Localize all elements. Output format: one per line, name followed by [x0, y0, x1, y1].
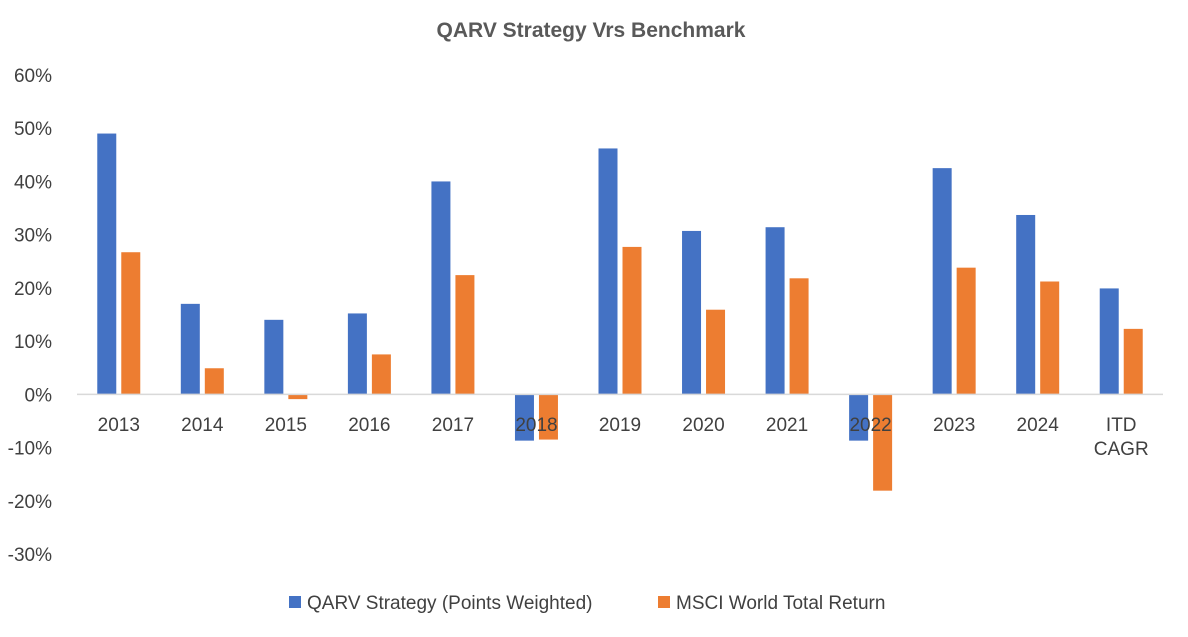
legend-label-qarv: QARV Strategy (Points Weighted)	[307, 593, 592, 614]
legend-swatch-qarv	[289, 596, 301, 608]
bar-msci-2013	[121, 252, 141, 395]
bar-qarv-2015	[264, 319, 284, 395]
legend-swatch-msci	[658, 596, 670, 608]
x-tick-label: 2021	[766, 415, 808, 436]
bar-msci-itd-cagr	[1123, 328, 1143, 395]
y-tick-label: 10%	[14, 332, 52, 353]
bar-qarv-2014	[180, 303, 200, 395]
bar-msci-2015	[288, 394, 308, 400]
x-tick-label: 2015	[265, 415, 307, 436]
x-tick-label: 2023	[933, 415, 975, 436]
bar-msci-2019	[622, 246, 642, 395]
bar-msci-2022	[873, 394, 893, 491]
bar-qarv-2017	[431, 181, 451, 395]
x-tick-label: 2022	[849, 415, 891, 436]
x-tick-label: 2024	[1017, 415, 1060, 436]
x-tick-label: 2019	[599, 415, 641, 436]
y-tick-label: 40%	[14, 172, 52, 193]
y-tick-label: 0%	[25, 385, 53, 406]
x-tick-label: 2013	[98, 415, 140, 436]
bar-msci-2020	[706, 309, 726, 395]
bar-msci-2016	[371, 354, 391, 395]
y-axis: 60% 50% 40% 30% 20% 10% 0% -10% -20% -30%	[8, 66, 52, 566]
x-tick-label: 2020	[682, 415, 724, 436]
bar-qarv-2019	[598, 148, 618, 395]
x-tick-label: 2018	[515, 415, 557, 436]
bar-qarv-2021	[765, 227, 785, 395]
y-tick-label: -20%	[8, 492, 52, 513]
bar-msci-2021	[789, 278, 809, 395]
x-tick-label: CAGR	[1094, 439, 1149, 460]
bar-msci-2014	[204, 368, 224, 395]
x-tick-label: 2017	[432, 415, 474, 436]
bar-qarv-2023	[932, 168, 952, 395]
bar-qarv-2024	[1016, 214, 1036, 395]
bar-qarv-2016	[347, 313, 367, 395]
x-tick-label: 2016	[348, 415, 390, 436]
x-tick-label: 2014	[181, 415, 224, 436]
legend-label-msci: MSCI World Total Return	[676, 593, 885, 614]
bar-qarv-2022	[849, 394, 869, 441]
bar-qarv-2013	[97, 133, 117, 395]
y-tick-label: 30%	[14, 226, 52, 247]
y-tick-label: 50%	[14, 119, 52, 140]
chart-title: QARV Strategy Vrs Benchmark	[437, 19, 746, 42]
y-tick-label: -30%	[8, 545, 52, 566]
x-tick-label: ITD	[1106, 415, 1137, 436]
bar-msci-2023	[956, 267, 976, 395]
x-axis: 2013 2014 2015 2016 2017 2018 2019 2020 2021 2022…	[98, 415, 1149, 460]
bar-qarv-2018	[514, 394, 534, 441]
y-tick-label: -10%	[8, 439, 52, 460]
bar-msci-2017	[455, 275, 475, 395]
bars-group	[97, 133, 1143, 491]
y-tick-label: 60%	[14, 66, 52, 87]
bar-msci-2024	[1040, 281, 1060, 395]
bar-qarv-2020	[682, 230, 702, 395]
legend: QARV Strategy (Points Weighted) MSCI Worl…	[289, 593, 885, 614]
bar-qarv-itd-cagr	[1099, 288, 1119, 395]
bar-msci-2018	[538, 394, 558, 440]
y-tick-label: 20%	[14, 279, 52, 300]
